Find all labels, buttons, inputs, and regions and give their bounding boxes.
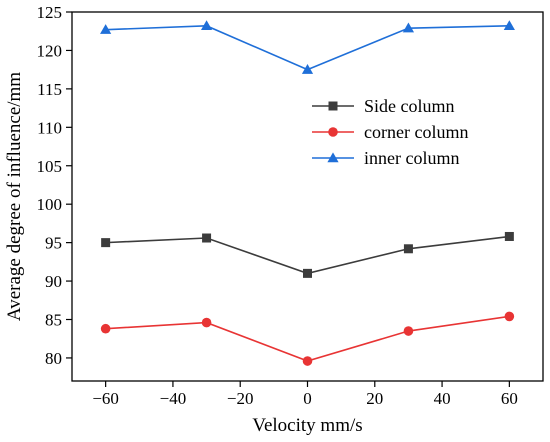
- y-tick-label: 80: [45, 349, 62, 368]
- legend-marker: [327, 152, 339, 163]
- legend-marker: [328, 101, 338, 111]
- data-point: [504, 311, 515, 322]
- y-tick-label: 90: [45, 272, 62, 291]
- data-point: [301, 64, 314, 74]
- y-tick-label: 120: [37, 41, 63, 60]
- x-tick-label: −60: [92, 389, 119, 408]
- legend: Side column corner column inner column: [312, 96, 468, 168]
- legend-item: Side column: [312, 96, 455, 116]
- data-point: [200, 20, 213, 31]
- data-point: [504, 231, 514, 241]
- x-tick-label: 20: [366, 389, 383, 408]
- x-tick-label: −40: [160, 389, 187, 408]
- data-point: [100, 323, 111, 334]
- y-tick-label: 95: [45, 234, 62, 253]
- y-tick-label: 85: [45, 311, 62, 330]
- data-point: [302, 356, 313, 366]
- data-point: [202, 233, 212, 243]
- series-corner-column: [100, 311, 515, 366]
- series-line: [105, 235, 510, 275]
- series-inner-column: [100, 20, 515, 74]
- legend-label: Side column: [364, 96, 455, 116]
- y-tick-label: 115: [37, 80, 62, 99]
- legend-label: corner column: [364, 122, 468, 142]
- series-side-column: [101, 231, 514, 278]
- series-layer: [100, 20, 515, 366]
- y-tick-label: 125: [37, 3, 63, 22]
- y-axis-title: Average degree of influence/mm: [4, 72, 25, 321]
- x-tick-label: 60: [501, 389, 518, 408]
- x-tick-label: 0: [303, 389, 312, 408]
- series-line: [105, 25, 510, 71]
- y-tick-label: 110: [37, 118, 62, 137]
- data-point: [100, 24, 112, 34]
- data-point: [403, 244, 413, 254]
- legend-marker: [328, 127, 338, 137]
- data-point: [503, 20, 515, 31]
- data-point: [402, 22, 415, 33]
- series-line: [105, 315, 510, 362]
- legend-label: inner column: [364, 148, 459, 168]
- y-tick-label: 100: [37, 195, 63, 214]
- data-point: [303, 268, 312, 278]
- legend-item: inner column: [312, 148, 459, 168]
- x-tick-label: −20: [227, 389, 254, 408]
- legend-item: corner column: [312, 122, 468, 142]
- data-point: [201, 317, 212, 328]
- x-axis-title: Velocity mm/s: [252, 415, 362, 436]
- data-point: [403, 326, 414, 336]
- data-point: [101, 238, 111, 248]
- axes: −60 −40 −20 0 20 40 60 80 85 90 95 100 105 110 115 120 1…: [37, 3, 544, 408]
- y-tick-label: 105: [37, 157, 63, 176]
- x-tick-label: 40: [434, 389, 451, 408]
